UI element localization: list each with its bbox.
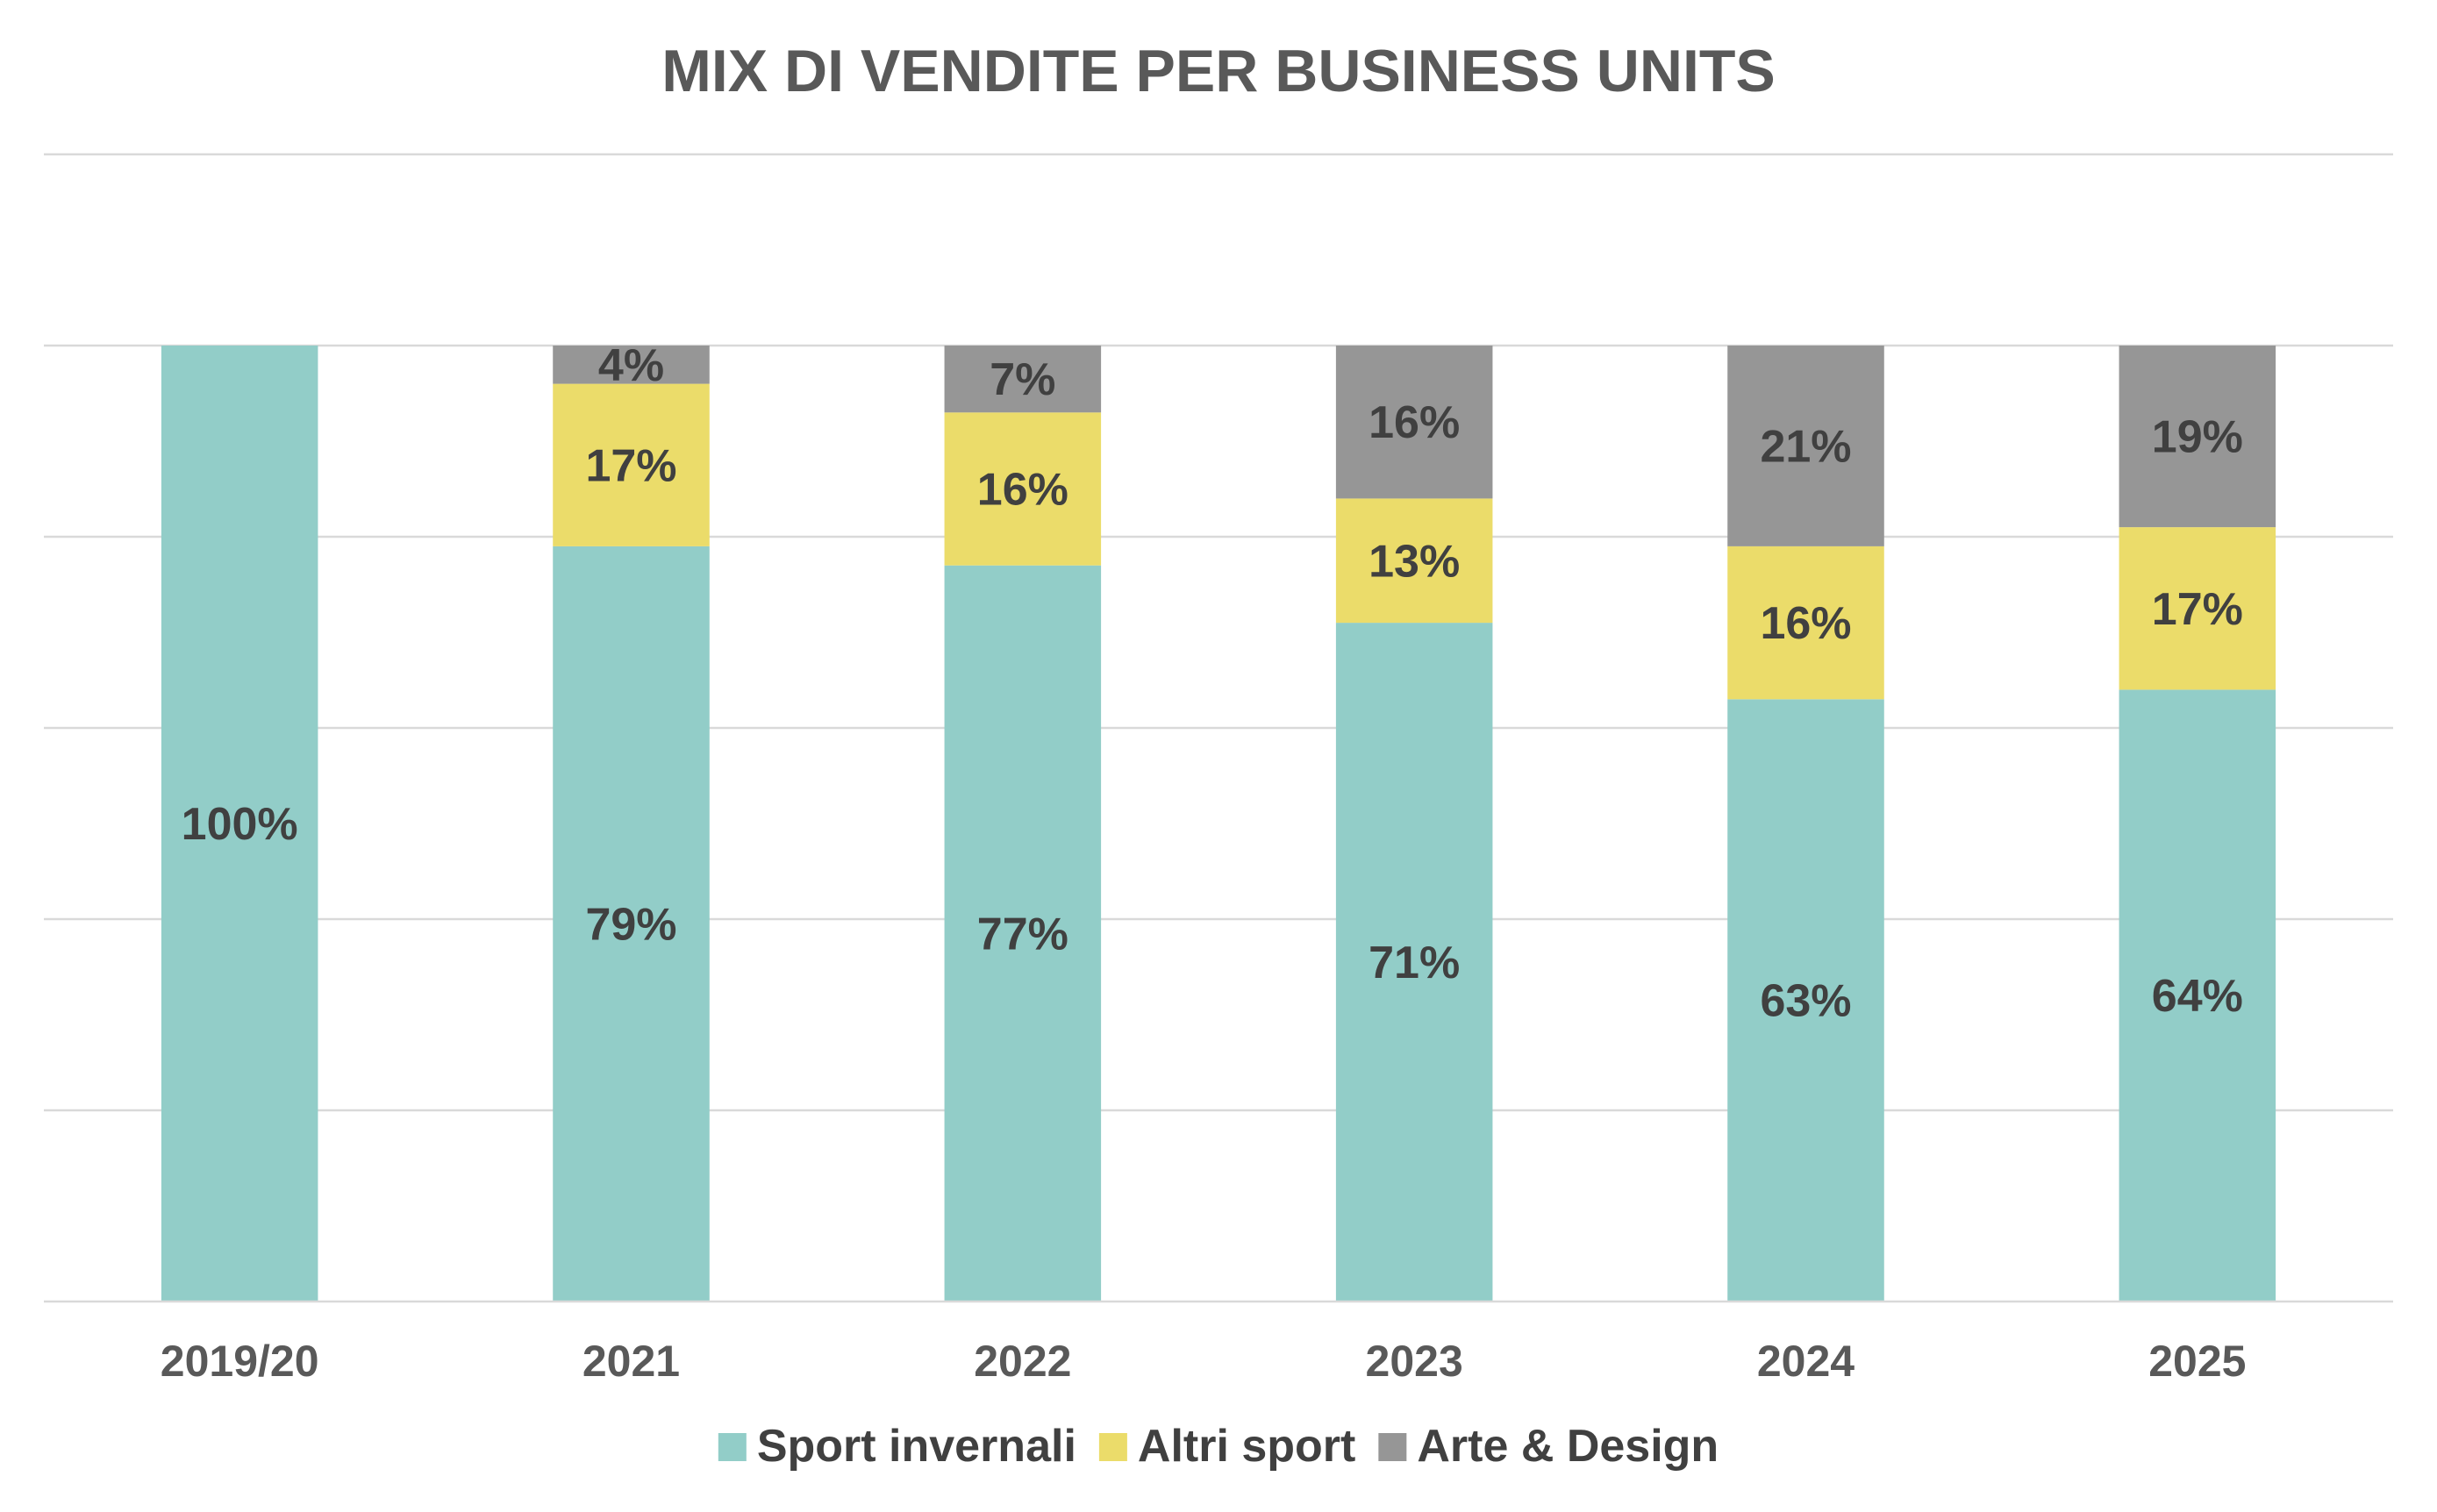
x-tick-label: 2025 xyxy=(2148,1337,2246,1386)
bar-segment-2-4 xyxy=(1335,498,1493,624)
bar-segment-2-3 xyxy=(944,412,1102,566)
bar-segment-1-2 xyxy=(553,546,710,1302)
data-label: 16% xyxy=(977,465,1068,516)
data-label: 13% xyxy=(1369,536,1460,587)
gridlines xyxy=(44,153,2393,1112)
bar-segment-1-3 xyxy=(944,565,1102,1302)
x-tick-label: 2024 xyxy=(1757,1337,1855,1386)
data-label: 100% xyxy=(182,799,298,850)
bar-segment-2-5 xyxy=(1727,546,1884,700)
legend-item: Arte & Design xyxy=(1378,1421,1719,1472)
data-label: 19% xyxy=(2152,412,2243,463)
bar-segment-1-4 xyxy=(1335,623,1493,1302)
bar-segment-3-5 xyxy=(1727,346,1884,546)
data-label: 77% xyxy=(977,909,1068,959)
x-axis: 2019/20 2021 2022 2023 2024 2025 xyxy=(44,1300,2393,1386)
bar-segment-3-3 xyxy=(944,346,1102,413)
legend: Sport invernali Altri sport Arte & Design xyxy=(718,1421,1719,1472)
data-label: 16% xyxy=(1369,397,1460,448)
bar-segment-2-2 xyxy=(553,383,710,546)
data-label: 21% xyxy=(1760,421,1851,472)
bars xyxy=(161,346,2276,1302)
data-label: 4% xyxy=(598,340,664,391)
legend-item: Altri sport xyxy=(1098,1421,1355,1472)
data-label: 71% xyxy=(1369,938,1460,988)
data-labels: 100% 79% 17% 4% 77% 16% 7% 71% 13% 16% 63% 16% 21% 64… xyxy=(182,340,2243,1027)
chart-title: MIX DI VENDITE PER BUSINESS UNITS xyxy=(661,38,1776,104)
bar-segment-2-6 xyxy=(2119,527,2276,690)
legend-item: Sport invernali xyxy=(718,1421,1076,1472)
x-tick-label: 2021 xyxy=(582,1337,680,1386)
legend-swatch xyxy=(1378,1433,1407,1461)
data-label: 64% xyxy=(2152,971,2243,1022)
data-label: 16% xyxy=(1760,598,1851,649)
bar-segment-1-1 xyxy=(161,346,318,1302)
x-tick-label: 2023 xyxy=(1366,1337,1463,1386)
legend-label: Sport invernali xyxy=(757,1421,1076,1472)
legend-label: Arte & Design xyxy=(1417,1421,1719,1472)
legend-swatch xyxy=(718,1433,747,1461)
data-label: 63% xyxy=(1760,976,1851,1027)
bar-segment-3-4 xyxy=(1335,346,1493,499)
data-label: 17% xyxy=(585,440,676,491)
x-tick-label: 2019/20 xyxy=(161,1337,319,1386)
legend-swatch xyxy=(1098,1433,1127,1461)
x-tick-label: 2022 xyxy=(974,1337,1071,1386)
data-label: 79% xyxy=(585,899,676,950)
data-label: 7% xyxy=(990,354,1055,405)
bar-segment-1-6 xyxy=(2119,689,2276,1302)
bar-segment-1-5 xyxy=(1727,699,1884,1302)
legend-label: Altri sport xyxy=(1138,1421,1355,1472)
bar-segment-3-6 xyxy=(2119,346,2276,528)
data-label: 17% xyxy=(2152,584,2243,635)
bar-segment-3-2 xyxy=(553,346,710,384)
